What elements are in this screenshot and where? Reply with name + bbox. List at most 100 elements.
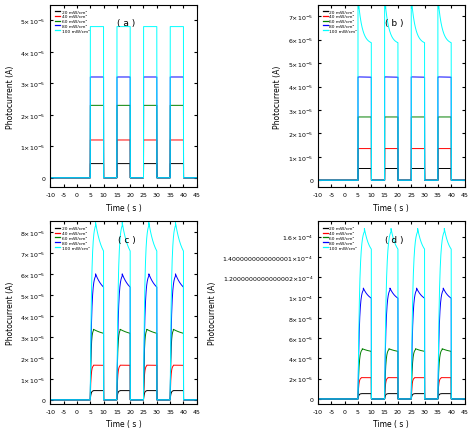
80 mW/cm² [380,178,385,184]
Line: 20 mW/cm²: 20 mW/cm² [318,169,465,181]
80 mW/cm² [87,75,93,80]
60 mW/cm² [132,397,137,402]
40 mW/cm² [47,397,53,402]
100 mW/cm² [194,397,200,402]
Legend: 20 mW/cm², 40 mW/cm², 60 mW/cm², 80 mW/cm², 100 mW/cm²: 20 mW/cm², 40 mW/cm², 60 mW/cm², 80 mW/c… [54,226,91,251]
40 mW/cm² [87,138,93,143]
60 mW/cm² [47,397,53,402]
100 mW/cm² [462,178,467,184]
40 mW/cm² [427,396,433,401]
20 mW/cm² [400,396,405,401]
60 mW/cm² [166,176,172,181]
100 mW/cm² [165,176,171,181]
60 mW/cm² [433,396,438,401]
20 mW/cm² [165,397,171,402]
Line: 60 mW/cm²: 60 mW/cm² [50,329,197,400]
60 mW/cm² [400,396,405,401]
Y-axis label: Photocurrent (A): Photocurrent (A) [6,65,15,128]
20 mW/cm² [427,396,433,401]
100 mW/cm² [323,396,329,401]
80 mW/cm² [194,176,200,181]
80 mW/cm² [434,178,440,184]
100 mW/cm² [47,397,53,402]
20 mW/cm² [166,397,172,402]
100 mW/cm² [194,176,200,181]
40 mW/cm² [433,178,438,184]
40 mW/cm² [323,178,329,184]
40 mW/cm² [112,176,118,181]
60 mW/cm² [55,397,61,402]
80 mW/cm² [400,396,405,401]
80 mW/cm² [165,176,171,181]
40 mW/cm² [315,396,321,401]
80 mW/cm² [434,396,440,401]
60 mW/cm² [359,346,365,352]
60 mW/cm² [433,178,438,184]
100 mW/cm² [434,396,440,401]
60 mW/cm² [323,396,329,401]
100 mW/cm² [132,176,137,181]
40 mW/cm² [462,178,467,184]
60 mW/cm² [427,396,433,401]
Line: 100 mW/cm²: 100 mW/cm² [50,223,197,400]
100 mW/cm² [380,178,385,184]
Line: 100 mW/cm²: 100 mW/cm² [318,229,465,399]
Y-axis label: Photocurrent (A): Photocurrent (A) [6,281,15,345]
Line: 20 mW/cm²: 20 mW/cm² [50,164,197,178]
60 mW/cm² [165,176,171,181]
40 mW/cm² [355,147,361,152]
80 mW/cm² [47,176,53,181]
20 mW/cm² [323,178,329,184]
Line: 40 mW/cm²: 40 mW/cm² [318,149,465,181]
60 mW/cm² [434,178,440,184]
80 mW/cm² [380,396,385,401]
40 mW/cm² [112,397,118,402]
80 mW/cm² [132,397,137,402]
80 mW/cm² [55,176,61,181]
Text: ( a ): ( a ) [118,19,136,28]
100 mW/cm² [132,397,137,402]
80 mW/cm² [433,178,438,184]
40 mW/cm² [434,396,440,401]
40 mW/cm² [91,363,96,368]
Line: 80 mW/cm²: 80 mW/cm² [318,289,465,399]
100 mW/cm² [112,176,118,181]
40 mW/cm² [427,178,433,184]
40 mW/cm² [165,176,171,181]
Text: ( c ): ( c ) [118,236,136,245]
100 mW/cm² [112,397,118,402]
100 mW/cm² [362,227,367,232]
Line: 100 mW/cm²: 100 mW/cm² [318,0,465,181]
Y-axis label: Photocurrent (A): Photocurrent (A) [273,65,283,128]
20 mW/cm² [159,176,165,181]
100 mW/cm² [433,396,438,401]
40 mW/cm² [132,176,137,181]
40 mW/cm² [165,397,171,402]
40 mW/cm² [194,176,200,181]
60 mW/cm² [427,178,433,184]
80 mW/cm² [355,75,361,80]
100 mW/cm² [47,176,53,181]
100 mW/cm² [400,396,405,401]
40 mW/cm² [434,178,440,184]
40 mW/cm² [166,397,172,402]
60 mW/cm² [166,397,172,402]
20 mW/cm² [55,397,61,402]
60 mW/cm² [112,176,118,181]
20 mW/cm² [434,178,440,184]
X-axis label: Time ( s ): Time ( s ) [374,420,409,428]
100 mW/cm² [166,397,172,402]
60 mW/cm² [462,178,467,184]
Line: 80 mW/cm²: 80 mW/cm² [50,78,197,178]
100 mW/cm² [159,176,165,181]
60 mW/cm² [380,178,385,184]
X-axis label: Time ( s ): Time ( s ) [106,203,141,212]
100 mW/cm² [433,178,438,184]
20 mW/cm² [462,178,467,184]
20 mW/cm² [132,176,137,181]
Line: 20 mW/cm²: 20 mW/cm² [318,394,465,399]
100 mW/cm² [315,396,321,401]
60 mW/cm² [91,327,96,332]
80 mW/cm² [194,397,200,402]
80 mW/cm² [166,397,172,402]
